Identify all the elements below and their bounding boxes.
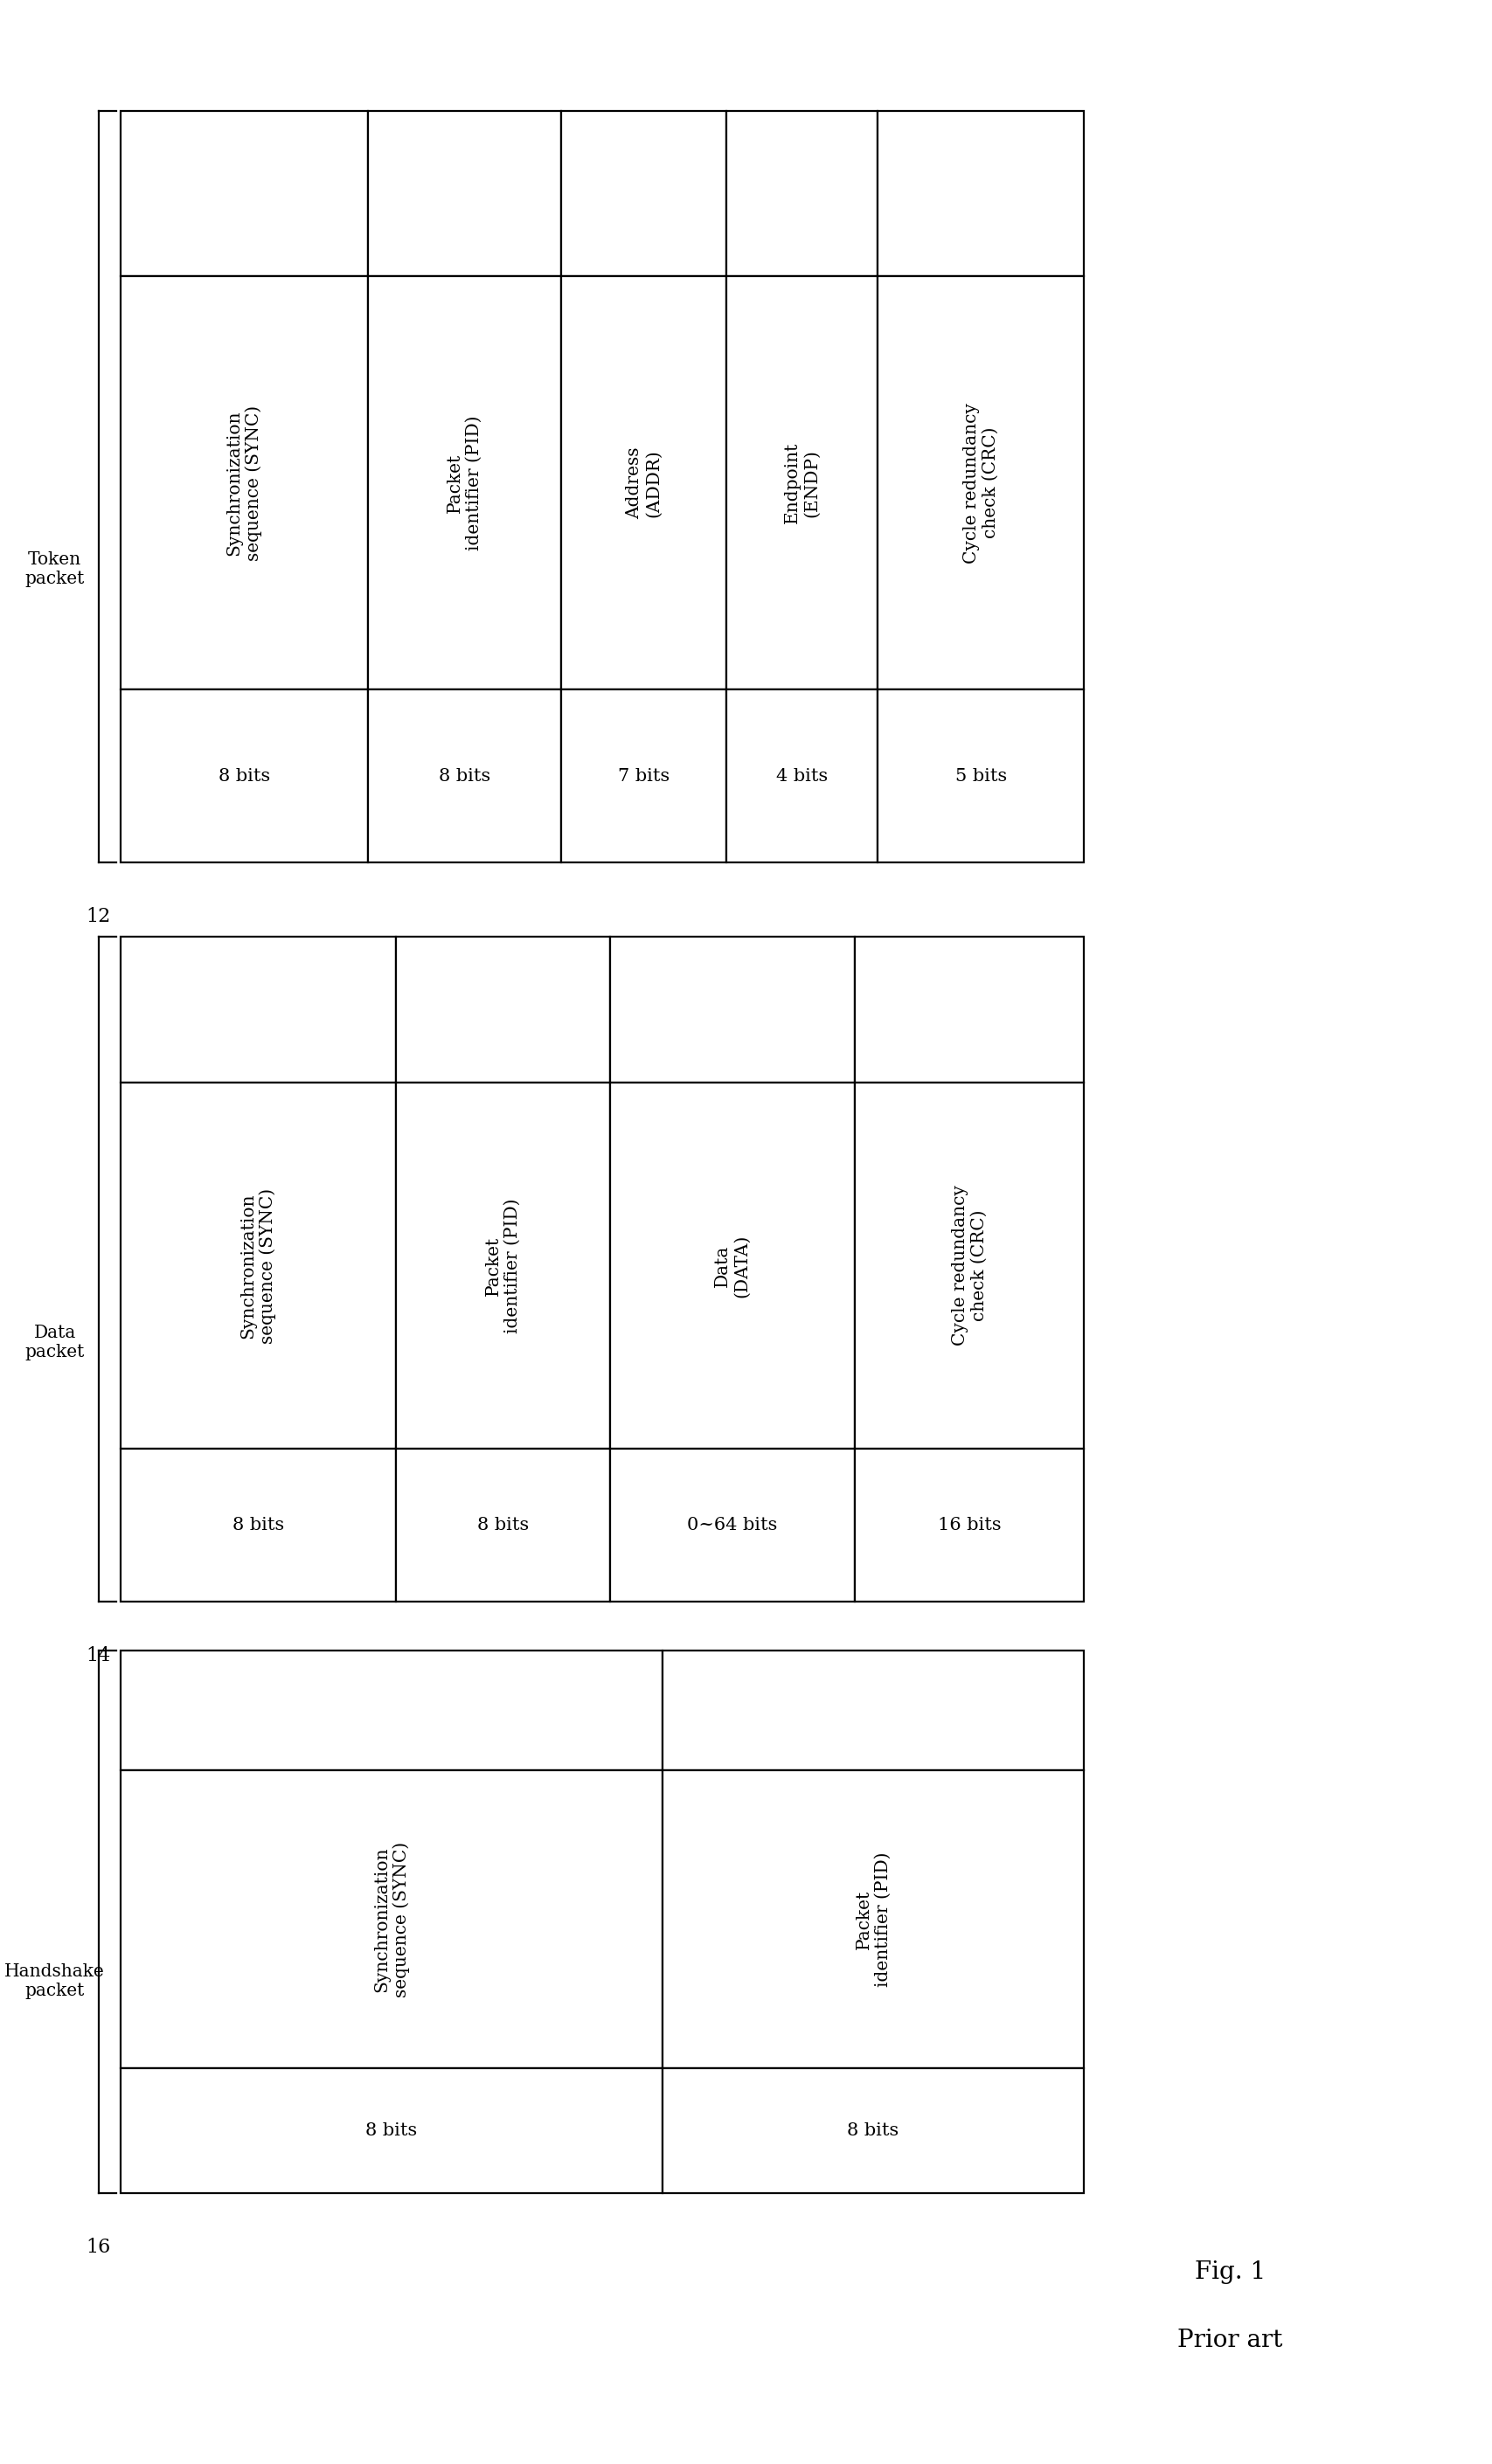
Bar bbox=[369, 111, 561, 276]
Text: 14: 14 bbox=[87, 1646, 110, 1666]
Text: Packet
identifier (PID): Packet identifier (PID) bbox=[855, 1853, 891, 1986]
Text: 8 bits: 8 bits bbox=[476, 1518, 528, 1533]
Bar bbox=[725, 111, 877, 276]
Text: 16: 16 bbox=[87, 2237, 110, 2257]
Bar bbox=[121, 1449, 395, 1602]
Bar bbox=[610, 1082, 853, 1449]
Text: Data
(DATA): Data (DATA) bbox=[713, 1234, 749, 1296]
Bar bbox=[395, 1082, 610, 1449]
Bar bbox=[121, 111, 369, 276]
Bar bbox=[121, 936, 395, 1082]
Text: 5 bits: 5 bits bbox=[955, 769, 1006, 784]
Text: Data
packet: Data packet bbox=[25, 1323, 85, 1360]
Text: 8 bits: 8 bits bbox=[439, 769, 491, 784]
Text: 8 bits: 8 bits bbox=[847, 2122, 898, 2139]
Text: Synchronization
sequence (SYNC): Synchronization sequence (SYNC) bbox=[240, 1188, 276, 1343]
Text: 7 bits: 7 bits bbox=[618, 769, 668, 784]
Bar bbox=[121, 2067, 662, 2193]
Bar bbox=[561, 111, 725, 276]
Text: Packet
identifier (PID): Packet identifier (PID) bbox=[446, 416, 482, 549]
Text: 4 bits: 4 bits bbox=[776, 769, 827, 784]
Text: 8 bits: 8 bits bbox=[233, 1518, 283, 1533]
Text: Token
packet: Token packet bbox=[25, 552, 85, 586]
Bar bbox=[662, 1769, 1083, 2067]
Bar bbox=[877, 276, 1083, 690]
Bar bbox=[121, 1651, 662, 1769]
Text: Synchronization
sequence (SYNC): Synchronization sequence (SYNC) bbox=[373, 1841, 409, 1996]
Bar bbox=[662, 1651, 1083, 1769]
Bar bbox=[369, 690, 561, 862]
Text: 8 bits: 8 bits bbox=[366, 2122, 418, 2139]
Bar bbox=[121, 690, 369, 862]
Bar bbox=[877, 111, 1083, 276]
Bar bbox=[853, 1449, 1083, 1602]
Text: Fig. 1: Fig. 1 bbox=[1194, 2259, 1265, 2284]
Text: 16 bits: 16 bits bbox=[937, 1518, 1001, 1533]
Text: Synchronization
sequence (SYNC): Synchronization sequence (SYNC) bbox=[225, 404, 263, 562]
Text: 0~64 bits: 0~64 bits bbox=[686, 1518, 777, 1533]
Bar bbox=[725, 690, 877, 862]
Bar bbox=[121, 276, 369, 690]
Text: Handshake
packet: Handshake packet bbox=[4, 1964, 104, 1998]
Bar bbox=[121, 1769, 662, 2067]
Bar bbox=[725, 276, 877, 690]
Bar bbox=[877, 690, 1083, 862]
Bar bbox=[369, 276, 561, 690]
Text: Address
(ADDR): Address (ADDR) bbox=[625, 446, 661, 520]
Bar bbox=[395, 1449, 610, 1602]
Text: Endpoint
(ENDP): Endpoint (ENDP) bbox=[783, 441, 819, 525]
Bar bbox=[853, 936, 1083, 1082]
Text: Prior art: Prior art bbox=[1177, 2328, 1282, 2353]
Bar bbox=[561, 276, 725, 690]
Bar bbox=[395, 936, 610, 1082]
Text: 8 bits: 8 bits bbox=[218, 769, 270, 784]
Text: 12: 12 bbox=[87, 907, 110, 926]
Bar bbox=[561, 690, 725, 862]
Bar bbox=[610, 936, 853, 1082]
Bar bbox=[662, 2067, 1083, 2193]
Text: Cycle redundancy
check (CRC): Cycle redundancy check (CRC) bbox=[950, 1185, 986, 1345]
Text: Cycle redundancy
check (CRC): Cycle redundancy check (CRC) bbox=[962, 402, 998, 564]
Bar bbox=[853, 1082, 1083, 1449]
Bar bbox=[610, 1449, 853, 1602]
Bar bbox=[121, 1082, 395, 1449]
Text: Packet
identifier (PID): Packet identifier (PID) bbox=[485, 1198, 521, 1333]
